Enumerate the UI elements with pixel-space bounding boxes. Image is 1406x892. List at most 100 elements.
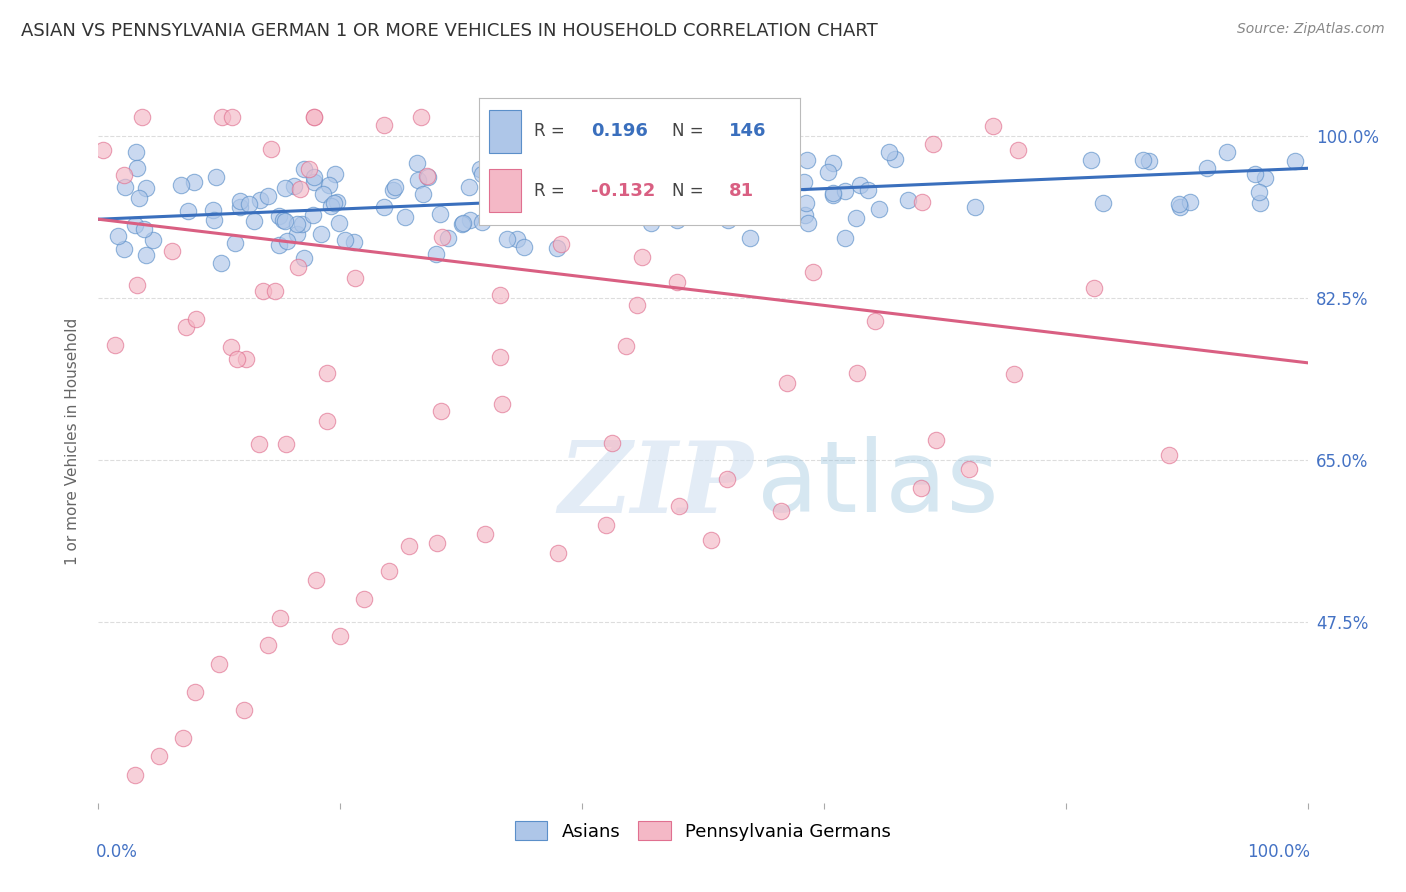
Point (600, 436, 623, 450)
Point (495, 232, 517, 246)
Point (125, 145, 148, 160)
Point (353, 592, 375, 607)
Point (668, 500, 690, 514)
Point (264, 284, 287, 298)
Point (665, 275, 688, 289)
Point (127, 278, 149, 293)
Point (1168, 200, 1191, 214)
Point (768, 182, 790, 196)
Point (1249, 185, 1271, 199)
Point (716, 472, 738, 486)
Point (429, 206, 451, 220)
Point (271, 213, 294, 227)
Point (174, 320, 197, 334)
Point (709, 174, 731, 188)
Text: atlas: atlas (758, 436, 1000, 533)
Point (981, 119, 1004, 133)
Point (93, 143, 115, 157)
Point (868, 202, 890, 216)
Point (323, 196, 346, 211)
Point (219, 340, 242, 354)
Point (673, 167, 696, 181)
Point (183, 175, 205, 189)
Point (224, 235, 246, 250)
Point (267, 209, 290, 223)
Point (1168, 197, 1191, 211)
Point (910, 481, 932, 495)
Point (834, 231, 856, 245)
Point (700, 533, 723, 548)
Point (132, 222, 155, 236)
Point (910, 194, 932, 209)
Point (202, 213, 225, 227)
Point (292, 252, 315, 266)
Point (304, 111, 326, 125)
Point (172, 731, 194, 745)
Point (437, 231, 460, 245)
Point (373, 200, 395, 214)
Point (226, 352, 249, 367)
Point (664, 175, 686, 189)
Point (249, 193, 271, 207)
Point (274, 214, 297, 228)
Point (1178, 195, 1201, 210)
Point (682, 149, 704, 163)
Point (846, 366, 869, 380)
Point (770, 189, 793, 203)
Point (305, 574, 328, 588)
Point (797, 216, 820, 230)
Point (208, 657, 231, 671)
Point (834, 184, 856, 198)
Point (409, 111, 432, 125)
Point (651, 185, 673, 199)
Point (298, 161, 321, 176)
Point (252, 285, 274, 299)
Point (513, 179, 536, 194)
Point (796, 153, 818, 168)
Point (823, 187, 845, 202)
Point (1197, 161, 1219, 175)
Point (343, 235, 366, 249)
Point (426, 536, 449, 550)
Point (925, 433, 948, 447)
Point (267, 238, 290, 252)
Point (160, 244, 183, 258)
Point (631, 251, 654, 265)
Point (713, 205, 735, 219)
Point (114, 180, 136, 194)
Point (316, 367, 339, 381)
Point (1243, 167, 1265, 181)
Legend: Asians, Pennsylvania Germans: Asians, Pennsylvania Germans (508, 814, 898, 848)
Point (845, 211, 868, 225)
Point (256, 638, 278, 652)
Text: Source: ZipAtlas.com: Source: ZipAtlas.com (1237, 22, 1385, 37)
Point (546, 241, 568, 255)
Point (451, 216, 474, 230)
Point (211, 111, 233, 125)
Point (651, 189, 673, 203)
Point (112, 242, 135, 256)
Point (302, 208, 325, 222)
Point (287, 260, 309, 274)
Point (794, 208, 817, 222)
Point (377, 564, 399, 578)
Point (794, 196, 817, 211)
Point (558, 148, 581, 162)
Point (1216, 145, 1239, 159)
Point (779, 186, 801, 201)
Point (643, 111, 665, 125)
Point (821, 156, 844, 170)
Point (323, 167, 346, 181)
Point (274, 437, 297, 451)
Point (1007, 143, 1029, 157)
Point (276, 234, 298, 248)
Point (269, 610, 291, 624)
Point (373, 118, 395, 132)
Point (318, 178, 340, 193)
Point (209, 256, 232, 270)
Point (666, 154, 689, 169)
Point (235, 351, 257, 366)
Point (128, 191, 150, 205)
Point (205, 169, 228, 184)
Point (686, 172, 709, 186)
